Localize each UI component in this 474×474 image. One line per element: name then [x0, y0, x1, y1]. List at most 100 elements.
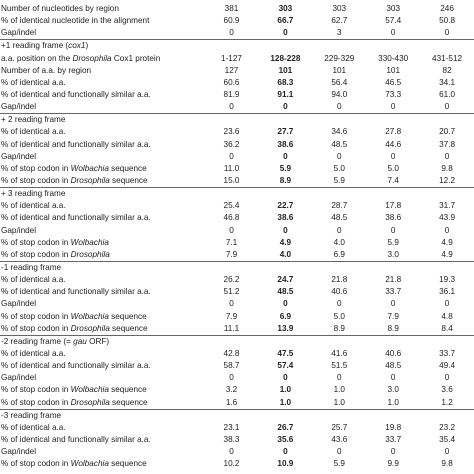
- text-segment: -2 reading frame (=: [1, 336, 74, 346]
- text-segment: sequence: [108, 385, 147, 395]
- table-cell: 62.7: [331, 16, 348, 26]
- row-label: % of identical and functionally similar …: [0, 212, 205, 224]
- table-cell: 23.1: [223, 422, 240, 432]
- text-segment: +1 reading frame (: [1, 41, 69, 51]
- table-cell: 0: [283, 373, 288, 383]
- table-cell: 1.0: [279, 385, 292, 395]
- table-cell: 44.6: [385, 139, 402, 149]
- table-cell: 25.4: [223, 201, 240, 211]
- table-cell: 81.9: [223, 89, 240, 99]
- table-cell: 0: [390, 299, 396, 309]
- table-row: Gap/indel 0 0 3 0 0: [0, 27, 474, 39]
- text-segment: % of identical a.a.: [1, 275, 66, 285]
- row-label: % of identical a.a.: [0, 200, 205, 212]
- table-cell: 0: [283, 28, 288, 38]
- table-cell: 56.4: [331, 77, 348, 87]
- section-header: -2 reading frame (= gau ORF): [0, 334, 474, 348]
- table-row: % of identical a.a. 60.6 68.3 56.4 46.5 34.1: [0, 77, 474, 89]
- text-segment: Wolbachia: [70, 163, 109, 173]
- table-cell: 40.6: [385, 348, 402, 358]
- table-row: % of stop codon in Drosophila sequence 1.…: [0, 397, 474, 409]
- table-cell: 51.5: [331, 361, 348, 371]
- table-cell: 12.2: [439, 175, 456, 185]
- section-header: +1 reading frame (cox1): [0, 39, 474, 52]
- table-cell: 5.0: [387, 163, 399, 173]
- table-cell: 23.2: [439, 422, 456, 432]
- text-segment: sequence: [109, 175, 148, 185]
- row-label: Number of a.a. by region: [0, 65, 205, 77]
- table-cell: 35.6: [277, 434, 294, 444]
- row-label: Gap/indel: [0, 298, 205, 310]
- table-cell: 101: [386, 65, 401, 75]
- table-cell: 13.9: [277, 323, 294, 333]
- table-row: % of stop codon in Wolbachia sequence 3.2…: [0, 384, 474, 396]
- table-cell: 49.4: [439, 361, 456, 371]
- table-cell: 1.0: [333, 385, 345, 395]
- text-segment: Number of nucleotides by region: [1, 4, 119, 13]
- table-row: % of identical a.a. 25.4 22.7 28.7 17.8 31.7: [0, 200, 474, 212]
- table-row: % of identical and functionally similar …: [0, 360, 474, 372]
- text-segment: a.a. position on the: [1, 53, 73, 63]
- section-header: -1 reading frame: [0, 260, 474, 274]
- text-segment: % of identical a.a.: [1, 77, 66, 87]
- table-cell: 5.9: [279, 163, 292, 173]
- section-title: -2 reading frame (= gau ORF): [0, 336, 205, 348]
- text-segment: % of stop codon in: [1, 249, 71, 259]
- table-cell: 57.4: [277, 361, 294, 371]
- table-cell: 3.2: [225, 385, 238, 395]
- row-label: Gap/indel: [0, 225, 205, 237]
- text-segment: Drosophila: [72, 53, 112, 63]
- text-segment: % of identical and functionally similar …: [1, 213, 151, 223]
- table-row: % of identical a.a. 26.2 24.7 21.8 21.8 19.3: [0, 274, 474, 286]
- row-label: % of identical a.a.: [0, 126, 205, 138]
- row-label: % of stop codon in Drosophila sequence: [0, 323, 205, 335]
- table-cell: 33.7: [385, 434, 402, 444]
- table-row: % of identical and functionally similar …: [0, 89, 474, 101]
- text-segment: Drosophila: [70, 323, 110, 333]
- table-row: % of identical nucleotide in the alignme…: [0, 15, 474, 27]
- text-segment: Drosophila: [70, 249, 110, 259]
- text-segment: Drosophila: [70, 397, 110, 407]
- table-cell: 6.9: [279, 311, 292, 321]
- table-row: % of identical and functionally similar …: [0, 434, 474, 446]
- text-segment: Gap/indel: [1, 299, 37, 309]
- table-cell: 0: [337, 225, 342, 235]
- table-cell: 0: [444, 299, 450, 309]
- table-cell: 51.2: [223, 287, 240, 297]
- table-cell: 0: [229, 102, 234, 112]
- table-cell: 0: [444, 447, 450, 457]
- table-cell: 7.9: [225, 249, 238, 259]
- table-cell: 0: [229, 151, 234, 161]
- table-cell: 330-430: [378, 53, 409, 63]
- table-row: Gap/indel 0 0 0 0 0: [0, 298, 474, 310]
- table-cell: 0: [390, 225, 396, 235]
- table-cell: 0: [444, 373, 450, 383]
- text-segment: sequence: [108, 459, 147, 469]
- table-cell: 38.6: [277, 139, 294, 149]
- table-cell: 34.1: [439, 77, 456, 87]
- table-row: % of stop codon in Drosophila sequence 15…: [0, 175, 474, 187]
- table-cell: 60.6: [223, 77, 240, 87]
- section-title: -1 reading frame: [0, 262, 205, 274]
- table-cell: 0: [283, 102, 288, 112]
- text-segment: sequence: [108, 311, 147, 321]
- table-cell: 33.7: [385, 287, 402, 297]
- table-cell: 21.8: [385, 275, 402, 285]
- table-cell: 0: [229, 299, 234, 309]
- row-label: % of identical a.a.: [0, 422, 205, 434]
- table-cell: 0: [337, 373, 342, 383]
- text-segment: Gap/indel: [1, 151, 37, 161]
- text-segment: Cox1 protein: [111, 53, 161, 63]
- table-cell: 0: [283, 299, 288, 309]
- section-title: -3 reading frame: [0, 410, 205, 422]
- text-segment: % of stop codon in: [1, 175, 71, 185]
- table-cell: 33.7: [439, 348, 456, 358]
- row-label: % of stop codon in Drosophila sequence: [0, 397, 205, 409]
- table-cell: 48.5: [385, 361, 402, 371]
- table-row: Number of a.a. by region 127 101 101 101 82: [0, 65, 474, 77]
- text-segment: % of identical a.a.: [1, 201, 66, 211]
- table-cell: 0: [337, 299, 342, 309]
- table-cell: 43.9: [439, 213, 456, 223]
- table-cell: 303: [386, 4, 401, 13]
- table-cell: 5.9: [387, 237, 399, 247]
